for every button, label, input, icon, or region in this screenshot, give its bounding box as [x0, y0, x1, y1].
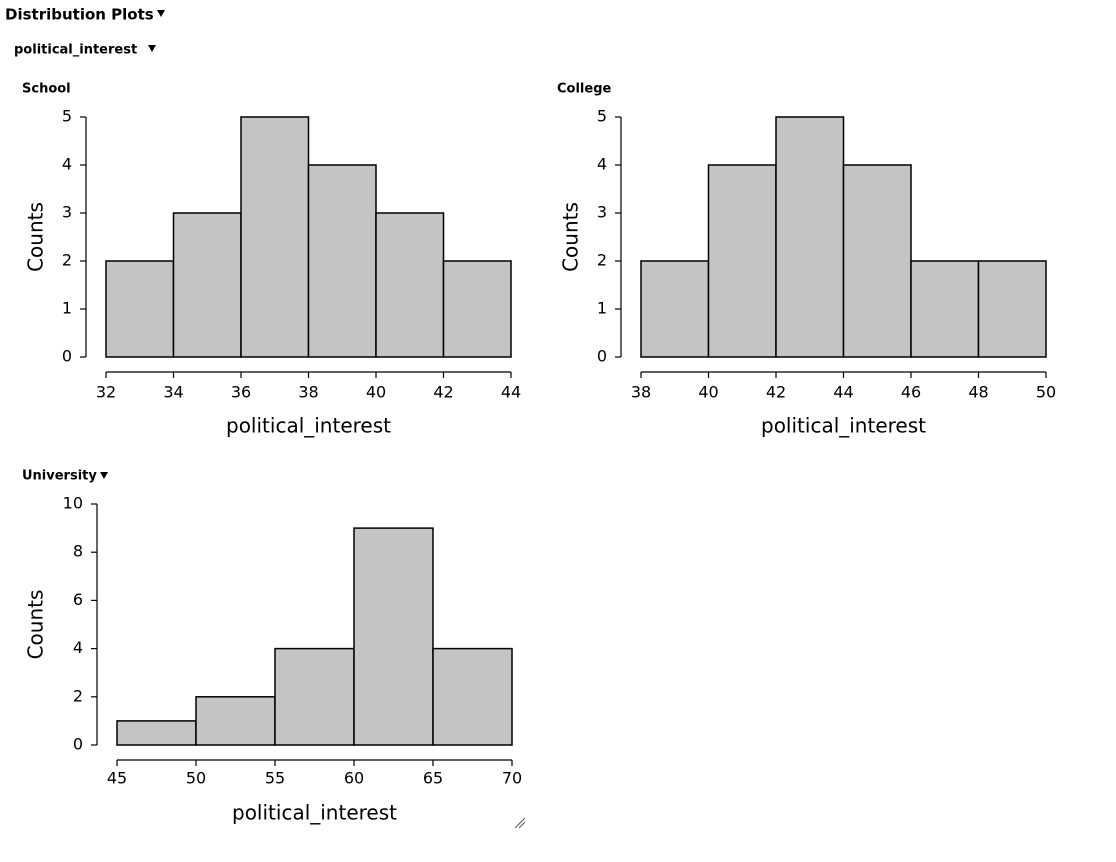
collapse-icon[interactable] — [148, 45, 156, 52]
y-tick-label: 5 — [597, 107, 607, 126]
bar — [375, 212, 445, 358]
variable-title: political_interest — [14, 43, 137, 58]
bar — [195, 696, 276, 746]
bar — [640, 260, 710, 358]
section-title: Distribution Plots — [5, 6, 154, 24]
x-tick-label: 50 — [186, 769, 206, 788]
collapse-icon[interactable] — [100, 472, 108, 479]
y-tick-label: 6 — [73, 590, 83, 609]
x-tick-label: 34 — [163, 383, 183, 402]
x-tick-label: 50 — [1036, 383, 1056, 402]
chart-title: School — [22, 82, 71, 97]
x-tick-label: 60 — [344, 769, 364, 788]
x-tick-label: 38 — [631, 383, 651, 402]
x-tick-label: 40 — [366, 383, 386, 402]
bar — [353, 527, 434, 746]
bar — [977, 260, 1047, 358]
y-tick-label: 0 — [597, 347, 607, 366]
bar — [707, 164, 777, 358]
x-tick-label: 44 — [833, 383, 853, 402]
bar — [105, 260, 175, 358]
y-tick-label: 1 — [62, 299, 72, 318]
y-tick-label: 5 — [62, 107, 72, 126]
y-tick-label: 4 — [62, 155, 72, 174]
y-tick-label: 2 — [597, 251, 607, 270]
resize-handle[interactable] — [514, 817, 526, 829]
bar — [910, 260, 980, 358]
y-tick-label: 8 — [73, 542, 83, 561]
bar — [116, 720, 197, 746]
x-tick-label: 44 — [501, 383, 521, 402]
y-tick-label: 3 — [597, 203, 607, 222]
x-tick-label: 65 — [423, 769, 443, 788]
bar — [240, 116, 310, 358]
chart-title: College — [557, 82, 612, 97]
y-tick-label: 1 — [597, 299, 607, 318]
y-tick-label: 10 — [63, 494, 83, 513]
y-axis-label: Counts — [24, 202, 48, 272]
bar — [442, 260, 512, 358]
chart-title: University — [22, 469, 97, 484]
bar — [274, 647, 355, 746]
x-axis-label: political_interest — [226, 414, 391, 438]
bar — [172, 212, 242, 358]
y-tick-label: 4 — [597, 155, 607, 174]
y-tick-label: 4 — [73, 638, 83, 657]
x-tick-label: 46 — [901, 383, 921, 402]
x-tick-label: 42 — [433, 383, 453, 402]
y-tick-label: 2 — [62, 251, 72, 270]
x-tick-label: 48 — [968, 383, 988, 402]
x-tick-label: 36 — [231, 383, 251, 402]
y-tick-label: 2 — [73, 686, 83, 705]
bar — [842, 164, 912, 358]
x-tick-label: 32 — [96, 383, 116, 402]
x-axis-label: political_interest — [761, 414, 926, 438]
x-axis-label: political_interest — [232, 801, 397, 825]
x-tick-label: 38 — [298, 383, 318, 402]
bar — [775, 116, 845, 358]
y-tick-label: 3 — [62, 203, 72, 222]
y-tick-label: 0 — [73, 735, 83, 754]
y-axis-label: Counts — [559, 202, 583, 272]
x-tick-label: 45 — [107, 769, 127, 788]
y-tick-label: 0 — [62, 347, 72, 366]
x-tick-label: 55 — [265, 769, 285, 788]
collapse-icon[interactable] — [157, 10, 165, 17]
y-axis-label: Counts — [24, 590, 48, 660]
x-tick-label: 40 — [698, 383, 718, 402]
bar — [432, 647, 513, 746]
bar — [307, 164, 377, 358]
x-tick-label: 42 — [766, 383, 786, 402]
x-tick-label: 70 — [502, 769, 522, 788]
